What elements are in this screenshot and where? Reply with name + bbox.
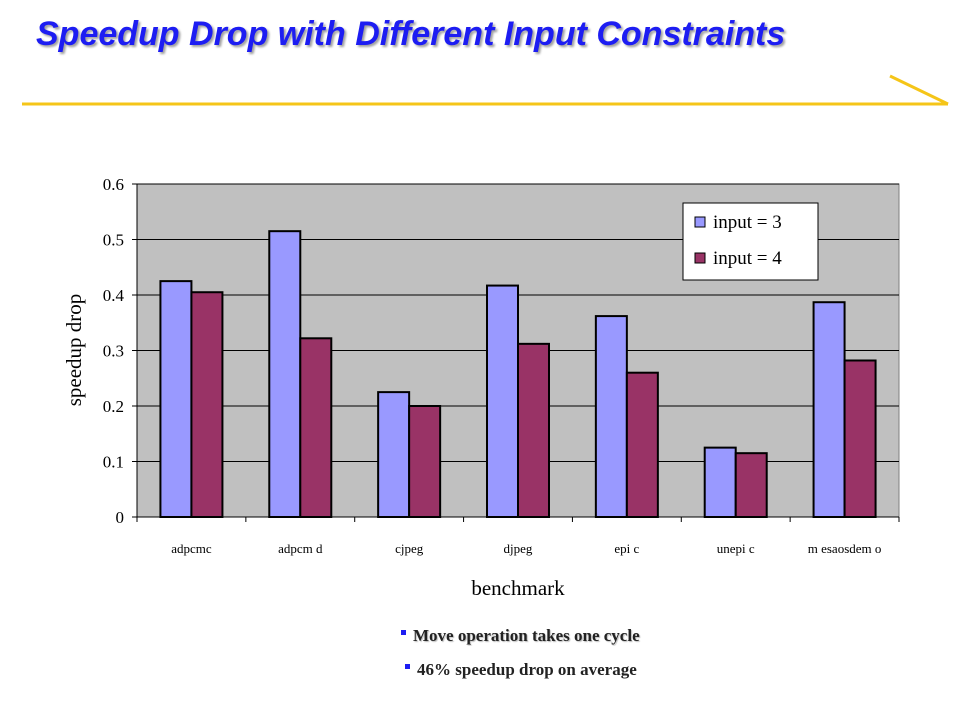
bar — [159, 280, 193, 518]
bar — [594, 315, 628, 518]
title-underline — [22, 74, 949, 106]
bullet-marker-icon — [401, 630, 406, 635]
bar — [486, 284, 519, 518]
bar — [703, 446, 737, 518]
bar — [408, 405, 442, 518]
x-tick-label: adpcmc — [171, 541, 212, 556]
slide-title: Speedup Drop with Different Input Constr… — [36, 15, 786, 53]
y-tick-label: 0.3 — [103, 342, 124, 361]
x-tick-label: cjpeg — [395, 541, 424, 556]
title-underline-swoosh — [889, 74, 949, 106]
bar — [517, 342, 550, 518]
bar — [268, 230, 302, 519]
y-tick-label: 0.2 — [103, 397, 124, 416]
bar — [843, 359, 877, 518]
bar — [299, 337, 333, 519]
bullet-item: Move operation takes one cycle — [401, 626, 640, 646]
x-tick-label: m esaosdem o — [808, 541, 882, 556]
y-tick-label: 0.6 — [103, 175, 124, 194]
y-tick-label: 0.4 — [103, 286, 125, 305]
x-axis-label: benchmark — [471, 576, 565, 600]
bar-chart: 0 0.1 0.2 0.3 0.4 0.5 0.6 adpcmc adpcm d cjpeg djp… — [62, 175, 900, 600]
bar — [377, 391, 411, 518]
y-tick-label: 0 — [116, 508, 125, 527]
y-tick-label: 0.1 — [103, 453, 124, 472]
y-tick-label: 0.5 — [103, 231, 124, 250]
y-axis-label: speedup drop — [62, 294, 86, 407]
bullet-marker-icon — [405, 664, 410, 669]
bar — [812, 301, 846, 518]
bar — [190, 291, 224, 518]
bar — [734, 452, 768, 518]
bullet-text: 46% speedup drop on average — [417, 660, 637, 679]
x-tick-label: unepi c — [717, 541, 755, 556]
x-tick-label: epi c — [614, 541, 639, 556]
legend-label: input = 3 — [713, 212, 782, 233]
legend-box — [682, 202, 819, 281]
bullet-item: 46% speedup drop on average — [405, 660, 637, 680]
legend-swatch — [694, 252, 706, 264]
bullet-text: Move operation takes one cycle — [413, 626, 640, 645]
legend-label: input = 4 — [713, 248, 782, 269]
x-tick-label: djpeg — [504, 541, 533, 556]
x-tick-label: adpcm d — [278, 541, 323, 556]
legend-swatch — [694, 216, 706, 228]
bar — [625, 371, 659, 519]
